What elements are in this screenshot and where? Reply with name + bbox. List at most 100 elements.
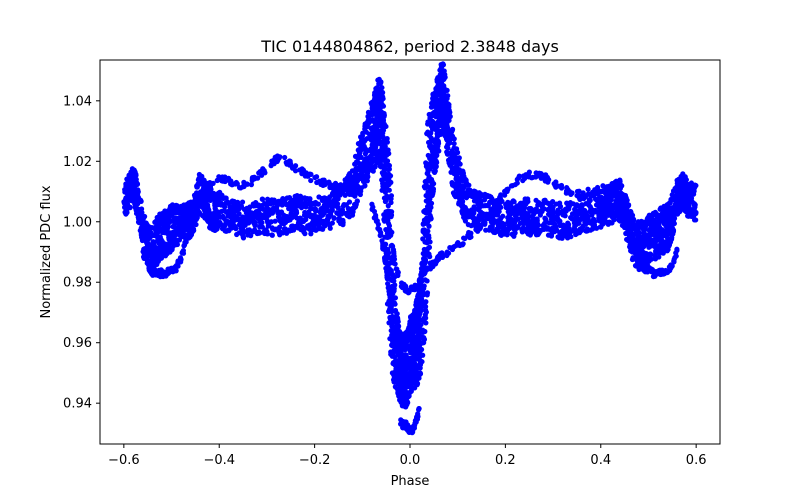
data-point bbox=[428, 214, 434, 220]
data-point bbox=[691, 207, 697, 213]
data-point bbox=[445, 250, 452, 256]
data-point bbox=[248, 182, 255, 188]
data-point bbox=[331, 202, 337, 208]
data-point bbox=[236, 211, 242, 217]
data-point bbox=[546, 220, 552, 226]
data-point bbox=[441, 73, 448, 79]
data-point bbox=[155, 235, 161, 241]
data-point bbox=[384, 139, 390, 145]
data-point bbox=[416, 405, 422, 412]
data-point bbox=[415, 411, 421, 417]
data-point bbox=[524, 198, 531, 204]
data-point bbox=[134, 181, 140, 187]
data-point bbox=[183, 216, 190, 222]
data-point bbox=[402, 283, 409, 289]
data-point bbox=[133, 172, 139, 178]
data-point bbox=[394, 311, 400, 317]
data-point bbox=[275, 199, 281, 206]
data-point bbox=[212, 205, 218, 211]
data-point bbox=[142, 253, 148, 260]
data-point bbox=[391, 278, 397, 284]
data-point bbox=[579, 214, 586, 220]
data-point bbox=[183, 239, 189, 245]
data-point bbox=[475, 228, 481, 234]
data-point bbox=[641, 227, 647, 234]
data-point bbox=[298, 205, 305, 211]
data-point bbox=[380, 127, 387, 133]
data-point bbox=[323, 197, 329, 203]
data-point bbox=[288, 210, 294, 216]
data-point bbox=[308, 231, 314, 237]
data-point bbox=[461, 235, 467, 241]
data-point bbox=[384, 194, 390, 200]
data-point bbox=[440, 62, 447, 68]
data-point bbox=[381, 112, 387, 118]
data-point bbox=[422, 261, 428, 267]
data-point bbox=[364, 178, 370, 184]
data-point bbox=[405, 290, 412, 296]
data-point bbox=[444, 87, 450, 93]
data-point bbox=[180, 248, 186, 254]
data-point bbox=[123, 205, 129, 211]
data-point bbox=[315, 226, 321, 232]
data-point bbox=[451, 168, 457, 174]
data-point bbox=[141, 215, 147, 221]
data-point bbox=[542, 215, 548, 221]
data-point bbox=[293, 202, 299, 208]
data-point bbox=[590, 223, 596, 229]
data-point bbox=[425, 228, 431, 234]
data-point bbox=[485, 203, 491, 209]
data-point bbox=[268, 219, 274, 225]
data-point bbox=[381, 246, 387, 252]
data-point bbox=[239, 199, 246, 205]
data-point bbox=[641, 221, 647, 227]
data-point bbox=[238, 225, 244, 231]
data-point bbox=[386, 286, 392, 292]
data-point bbox=[651, 243, 657, 249]
data-point bbox=[349, 182, 355, 189]
data-point bbox=[306, 209, 312, 215]
data-point bbox=[444, 95, 450, 102]
data-point bbox=[241, 179, 247, 185]
data-point bbox=[598, 194, 605, 200]
data-point bbox=[531, 216, 538, 222]
data-point bbox=[248, 233, 254, 239]
data-point bbox=[592, 218, 598, 225]
data-point bbox=[272, 218, 278, 224]
data-point bbox=[384, 273, 390, 279]
data-point bbox=[508, 207, 514, 213]
data-point bbox=[274, 153, 281, 159]
data-point bbox=[451, 145, 457, 151]
data-point bbox=[277, 232, 283, 238]
data-point bbox=[451, 136, 457, 142]
data-point bbox=[359, 137, 366, 143]
data-point bbox=[528, 208, 534, 214]
data-point bbox=[682, 174, 688, 180]
data-point bbox=[646, 244, 652, 250]
data-point bbox=[535, 227, 541, 233]
data-point bbox=[671, 215, 678, 221]
data-point bbox=[186, 227, 192, 233]
data-point bbox=[465, 222, 471, 228]
data-point bbox=[219, 175, 225, 182]
data-point bbox=[547, 226, 553, 232]
data-point bbox=[332, 183, 338, 189]
data-point bbox=[360, 130, 366, 136]
data-point bbox=[398, 283, 404, 289]
data-point bbox=[270, 209, 276, 215]
data-point bbox=[656, 254, 662, 260]
data-point bbox=[294, 210, 300, 216]
data-point bbox=[273, 157, 280, 164]
data-point bbox=[188, 205, 194, 211]
data-point bbox=[271, 197, 277, 203]
data-point bbox=[380, 94, 386, 100]
data-point bbox=[688, 180, 695, 186]
data-point bbox=[282, 154, 288, 161]
data-point bbox=[693, 217, 699, 223]
data-point bbox=[165, 243, 171, 249]
data-point bbox=[383, 123, 389, 130]
data-point bbox=[496, 208, 502, 215]
data-point bbox=[471, 198, 478, 204]
data-point bbox=[426, 244, 433, 250]
data-point bbox=[415, 293, 421, 299]
